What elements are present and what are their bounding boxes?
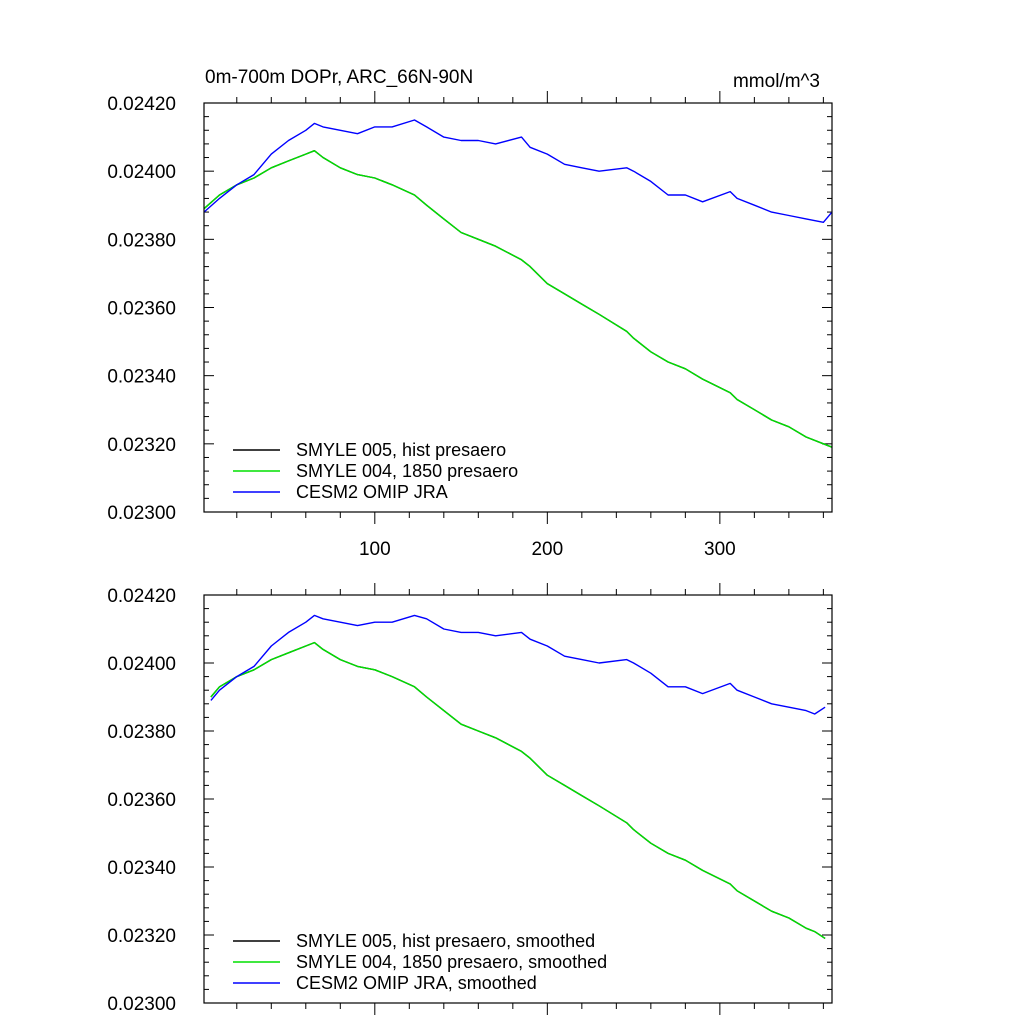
series-line-2 [210, 614, 826, 715]
y-tick-label: 0.02320 [107, 435, 176, 456]
x-tick-label: 300 [704, 539, 736, 560]
y-tick-label: 0.02380 [107, 230, 176, 251]
legend-label: CESM2 OMIP JRA [296, 482, 448, 502]
legend: SMYLE 005, hist presaero, smoothedSMYLE … [233, 931, 607, 993]
y-tick-label: 0.02320 [107, 926, 176, 947]
legend-label: SMYLE 005, hist presaero, smoothed [296, 931, 595, 951]
chart-title: 0m-700m DOPr, ARC_66N-90N [205, 67, 473, 88]
y-tick-label: 0.02400 [107, 162, 176, 183]
x-tick-label: 100 [359, 539, 391, 560]
series-line-1 [203, 150, 833, 448]
series-line-2 [203, 119, 833, 223]
top-panel: 0m-700m DOPr, ARC_66N-90N mmol/m^3 0.023… [107, 67, 833, 560]
axis-ticks [204, 583, 832, 1015]
legend-label: CESM2 OMIP JRA, smoothed [296, 973, 537, 993]
y-axis-tick-labels: 0.02300 0.02320 0.02340 0.02360 0.02380 0.024… [107, 586, 176, 1015]
y-tick-label: 0.02340 [107, 367, 176, 388]
legend-label: SMYLE 004, 1850 presaero [296, 461, 518, 481]
y-axis-tick-labels: 0.02300 0.02320 0.02340 0.02360 0.02380 0.024… [107, 94, 176, 524]
legend-label: SMYLE 004, 1850 presaero, smoothed [296, 952, 607, 972]
y-tick-label: 0.02360 [107, 299, 176, 320]
y-tick-label: 0.02360 [107, 790, 176, 811]
y-tick-label: 0.02340 [107, 858, 176, 879]
plot-frame [203, 594, 833, 1004]
y-tick-label: 0.02300 [107, 994, 176, 1015]
plot-area [210, 614, 826, 939]
y-tick-label: 0.02400 [107, 654, 176, 675]
y-tick-label: 0.02420 [107, 94, 176, 115]
axis-ticks [204, 91, 832, 524]
bottom-panel: 0.02300 0.02320 0.02340 0.02360 0.02380 0.024… [107, 583, 833, 1015]
y-tick-label: 0.02380 [107, 722, 176, 743]
y-tick-label: 0.02420 [107, 586, 176, 607]
units-label: mmol/m^3 [733, 71, 820, 92]
x-axis-tick-labels: 100 200 300 [359, 539, 736, 560]
plot-frame [203, 102, 833, 513]
x-tick-label: 200 [531, 539, 563, 560]
series-line-1 [210, 641, 826, 939]
y-tick-label: 0.02300 [107, 503, 176, 524]
plot-area [203, 119, 833, 448]
legend-label: SMYLE 005, hist presaero [296, 440, 506, 460]
